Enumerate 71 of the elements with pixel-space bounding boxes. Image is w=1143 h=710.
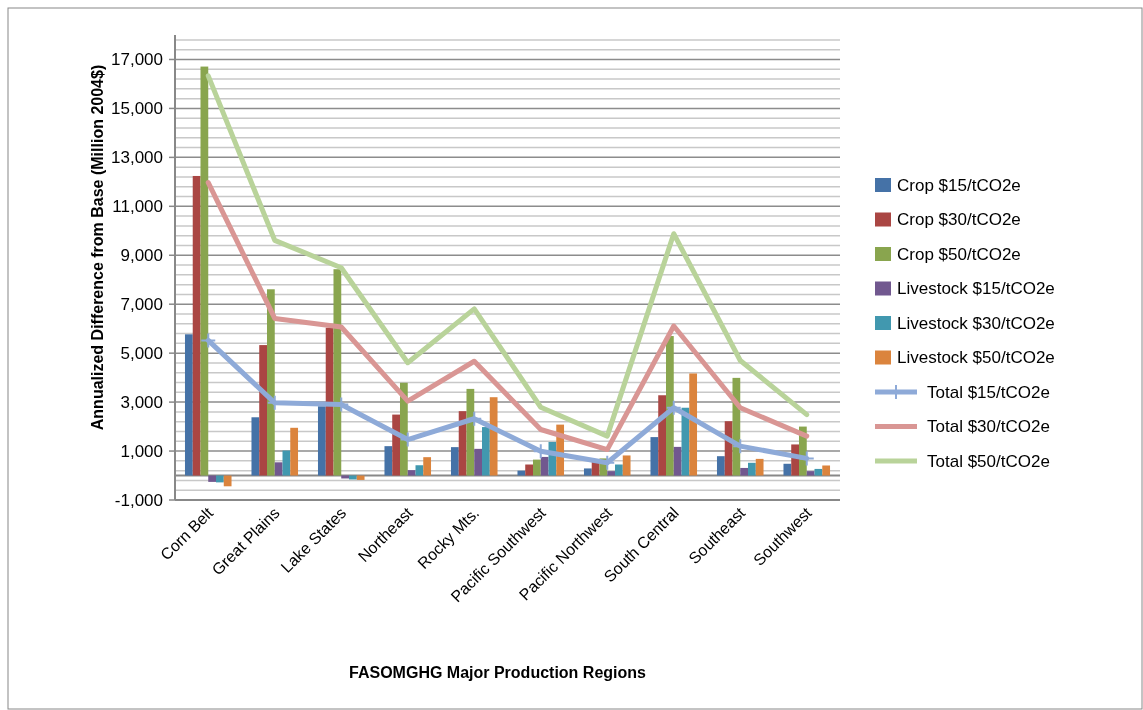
bar (673, 446, 682, 476)
y-tick-label: 15,000 (111, 99, 163, 119)
bar (482, 427, 490, 476)
legend-label: Total $50/tCO2e (927, 451, 1050, 471)
bar (489, 397, 498, 476)
bar (333, 269, 342, 476)
legend-label: Total $15/tCO2e (927, 382, 1050, 402)
y-tick-label: 13,000 (111, 148, 163, 168)
bar (607, 471, 616, 476)
bar (525, 464, 533, 476)
bar (450, 447, 459, 476)
bar (392, 414, 400, 476)
bar (259, 345, 267, 476)
point (200, 332, 217, 349)
legend-label: Crop $15/tCO2e (897, 175, 1021, 195)
bar (806, 471, 815, 476)
point (399, 431, 416, 448)
bar (650, 437, 659, 476)
bar (748, 462, 756, 476)
bar (583, 468, 592, 476)
x-axis-title: FASOMGHG Major Production Regions (349, 664, 647, 681)
y-tick-label: 11,000 (112, 197, 163, 217)
bar (317, 406, 326, 476)
bar (251, 417, 260, 476)
legend-label: Livestock $50/tCO2e (897, 348, 1055, 368)
y-tick-label: 5,000 (120, 344, 163, 364)
bar (290, 427, 299, 476)
bar (423, 457, 432, 476)
bar (689, 373, 698, 476)
bar (274, 462, 283, 476)
bar (740, 467, 749, 476)
bar (384, 446, 393, 476)
legend-label: Total $30/tCO2e (927, 417, 1050, 437)
bar (184, 334, 193, 476)
point (798, 450, 815, 467)
y-tick-label: -1,000 (114, 490, 163, 510)
bar (517, 470, 526, 476)
bar (282, 450, 291, 476)
bar (622, 455, 631, 476)
y-tick-label: 17,000 (111, 50, 163, 70)
y-tick-label: 7,000 (120, 295, 163, 315)
bar (223, 475, 232, 487)
bar (532, 459, 541, 476)
point (466, 410, 483, 427)
y-tick-label: 9,000 (120, 246, 163, 266)
y-tick-label: 1,000 (120, 442, 163, 461)
bar (208, 475, 217, 482)
legend-label: Livestock $30/tCO2e (897, 313, 1055, 333)
bar (814, 468, 823, 476)
bar (783, 463, 792, 476)
bar (716, 456, 725, 476)
bar (216, 475, 224, 483)
bar (615, 464, 623, 476)
y-axis-title: Annualized Difference from Base (Million 2004$) (89, 64, 106, 431)
bar (407, 470, 416, 476)
legend-label: Livestock $15/tCO2e (897, 279, 1055, 299)
bar (540, 456, 549, 476)
bar (665, 336, 674, 476)
y-tick-label: 3,000 (120, 393, 163, 413)
bar (474, 448, 483, 476)
bar (658, 395, 666, 476)
bar (200, 66, 209, 476)
point (665, 399, 682, 416)
bar (755, 458, 764, 476)
bar (466, 388, 475, 476)
bar (415, 465, 424, 476)
bar (822, 465, 831, 476)
bar (356, 475, 365, 480)
bar (192, 175, 201, 476)
legend-label: Crop $30/tCO2e (897, 210, 1021, 230)
legend-label: Crop $50/tCO2e (897, 244, 1021, 264)
